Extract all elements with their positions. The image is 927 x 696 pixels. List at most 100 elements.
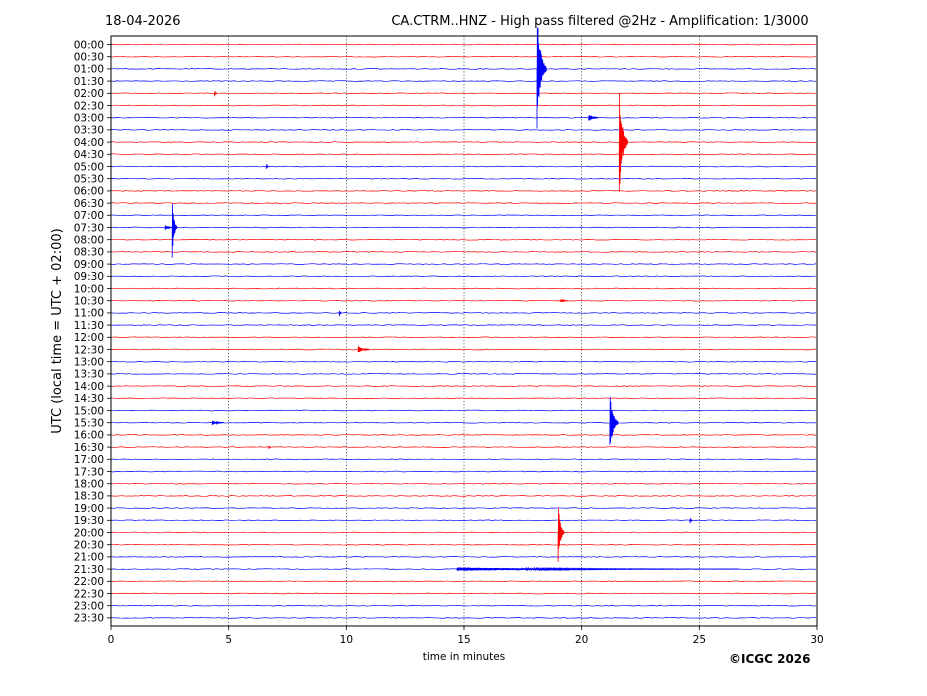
y-tick-label: 20:00 bbox=[74, 527, 104, 539]
event-waveform bbox=[164, 225, 173, 230]
trace-row bbox=[110, 604, 817, 607]
event-waveform bbox=[609, 396, 619, 445]
vertical-grid bbox=[228, 36, 700, 626]
y-tick-label: 05:30 bbox=[74, 174, 104, 186]
trace-row bbox=[110, 68, 817, 70]
y-tick-label: 07:30 bbox=[74, 222, 104, 234]
trace-row bbox=[110, 434, 817, 436]
seismic-events bbox=[164, 27, 740, 572]
trace-row bbox=[110, 482, 817, 485]
trace-row bbox=[110, 214, 817, 217]
y-tick-label: 19:30 bbox=[74, 515, 104, 527]
x-tick-label: 25 bbox=[693, 634, 706, 646]
trace-row bbox=[110, 312, 817, 314]
event-waveform bbox=[689, 518, 693, 524]
y-tick-label: 21:00 bbox=[74, 552, 104, 564]
y-tick-label: 11:00 bbox=[74, 308, 104, 320]
x-tick-label: 30 bbox=[810, 634, 823, 646]
y-tick-label: 09:30 bbox=[74, 271, 104, 283]
y-tick-label: 08:30 bbox=[74, 247, 104, 259]
trace-row bbox=[110, 373, 817, 375]
event-waveform bbox=[268, 445, 272, 450]
trace-row bbox=[110, 617, 817, 619]
event-waveform bbox=[171, 203, 178, 258]
y-tick-label: 00:30 bbox=[74, 52, 104, 64]
trace-row bbox=[110, 409, 817, 412]
event-waveform bbox=[214, 90, 218, 97]
trace-row bbox=[110, 421, 817, 424]
event-waveform bbox=[338, 310, 342, 317]
trace-row bbox=[110, 348, 817, 351]
seismic-traces bbox=[110, 43, 817, 619]
y-tick-label: 22:30 bbox=[74, 588, 104, 600]
y-tick-label: 00:00 bbox=[74, 39, 104, 51]
trace-row bbox=[110, 287, 817, 290]
trace-row bbox=[110, 251, 817, 253]
trace-row bbox=[110, 324, 817, 326]
event-waveform bbox=[536, 27, 547, 129]
y-tick-label: 05:00 bbox=[74, 161, 104, 173]
date-label: 18-04-2026 bbox=[105, 14, 181, 29]
y-tick-label: 23:00 bbox=[74, 601, 104, 613]
x-tick-label: 0 bbox=[108, 634, 115, 646]
y-tick-label: 04:00 bbox=[74, 137, 104, 149]
y-tick-label: 17:30 bbox=[74, 466, 104, 478]
trace-row bbox=[110, 543, 817, 546]
y-tick-label: 12:30 bbox=[74, 344, 104, 356]
event-waveform bbox=[618, 93, 628, 192]
event-waveform bbox=[557, 507, 565, 562]
y-tick-label: 18:00 bbox=[74, 479, 104, 491]
trace-row bbox=[110, 397, 817, 400]
copyright-label: ©ICGC 2026 bbox=[729, 652, 811, 666]
event-waveform bbox=[560, 298, 568, 303]
y-tick-label: 07:00 bbox=[74, 210, 104, 222]
y-axis-ticks: 00:0000:3001:0001:3002:0002:3003:0003:30… bbox=[74, 39, 111, 625]
trace-row bbox=[110, 299, 817, 302]
y-tick-label: 18:30 bbox=[74, 491, 104, 503]
y-tick-label: 01:00 bbox=[74, 64, 104, 76]
trace-row bbox=[110, 165, 817, 168]
trace-row bbox=[110, 385, 817, 387]
y-tick-label: 16:00 bbox=[74, 430, 104, 442]
y-tick-label: 16:30 bbox=[74, 442, 104, 454]
trace-row bbox=[110, 43, 817, 46]
trace-row bbox=[110, 470, 817, 473]
y-tick-label: 13:30 bbox=[74, 369, 104, 381]
trace-row bbox=[110, 226, 817, 229]
trace-row bbox=[110, 336, 817, 339]
y-axis-label: UTC (local time = UTC + 02:00) bbox=[50, 228, 65, 433]
trace-row bbox=[110, 238, 817, 241]
y-tick-label: 15:30 bbox=[74, 418, 104, 430]
trace-row bbox=[110, 531, 817, 534]
y-tick-label: 11:30 bbox=[74, 320, 104, 332]
y-tick-label: 22:00 bbox=[74, 576, 104, 588]
y-tick-label: 04:30 bbox=[74, 149, 104, 161]
y-tick-label: 06:30 bbox=[74, 198, 104, 210]
trace-row bbox=[110, 80, 817, 82]
y-tick-label: 10:00 bbox=[74, 283, 104, 295]
trace-row bbox=[110, 519, 817, 522]
trace-row bbox=[110, 92, 817, 95]
trace-row bbox=[110, 141, 817, 143]
event-waveform bbox=[588, 115, 599, 121]
chart-title: CA.CTRM..HNZ - High pass filtered @2Hz -… bbox=[391, 14, 808, 29]
x-tick-label: 15 bbox=[457, 634, 470, 646]
trace-row bbox=[110, 263, 817, 265]
y-tick-label: 02:00 bbox=[74, 88, 104, 100]
y-tick-label: 23:30 bbox=[74, 613, 104, 625]
trace-row bbox=[110, 104, 817, 107]
trace-row bbox=[110, 495, 817, 497]
event-waveform bbox=[456, 566, 740, 572]
trace-row bbox=[110, 360, 817, 363]
event-waveform bbox=[357, 346, 371, 353]
y-tick-label: 01:30 bbox=[74, 76, 104, 88]
trace-row bbox=[110, 275, 817, 278]
trace-row bbox=[110, 507, 817, 509]
x-axis-ticks: 0 5 10 15 20 25 30 bbox=[108, 626, 824, 646]
trace-row bbox=[110, 556, 817, 558]
event-waveform bbox=[265, 164, 269, 169]
y-tick-label: 03:00 bbox=[74, 113, 104, 125]
trace-row bbox=[110, 446, 817, 448]
y-tick-label: 14:00 bbox=[74, 381, 104, 393]
